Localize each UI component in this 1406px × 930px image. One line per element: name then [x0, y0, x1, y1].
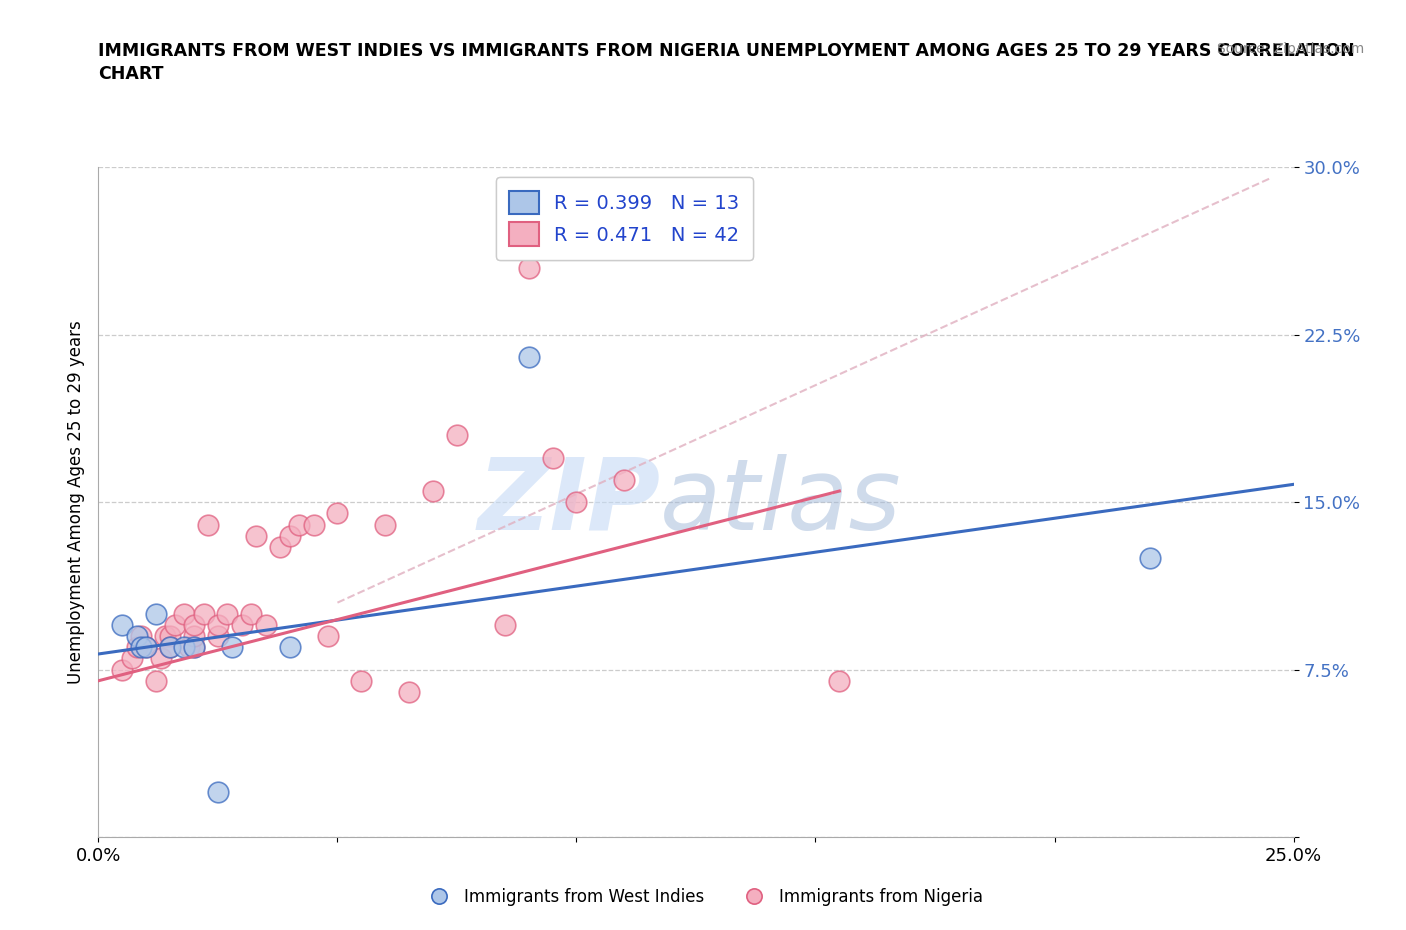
Point: [422, 484, 444, 498]
Point: [278, 640, 301, 655]
Point: [240, 606, 263, 621]
Point: [159, 640, 181, 655]
Point: [183, 618, 205, 632]
Y-axis label: Unemployment Among Ages 25 to 29 years: Unemployment Among Ages 25 to 29 years: [66, 320, 84, 684]
Point: [446, 428, 468, 443]
Point: [302, 517, 325, 532]
Point: [145, 606, 167, 621]
Point: [173, 606, 195, 621]
Text: atlas: atlas: [661, 454, 901, 551]
Legend: R = 0.399   N = 13, R = 0.471   N = 42: R = 0.399 N = 13, R = 0.471 N = 42: [496, 177, 752, 259]
Point: [613, 472, 636, 487]
Point: [207, 785, 229, 800]
Text: IMMIGRANTS FROM WEST INDIES VS IMMIGRANTS FROM NIGERIA UNEMPLOYMENT AMONG AGES 2: IMMIGRANTS FROM WEST INDIES VS IMMIGRANT…: [98, 42, 1355, 60]
Point: [231, 618, 253, 632]
Point: [254, 618, 277, 632]
Point: [135, 640, 157, 655]
Point: [398, 684, 420, 699]
Point: [125, 640, 148, 655]
Point: [541, 450, 564, 465]
Point: [374, 517, 396, 532]
Point: [828, 673, 851, 688]
Text: CHART: CHART: [98, 65, 165, 83]
Point: [207, 629, 229, 644]
Point: [111, 662, 134, 677]
Text: ZIP: ZIP: [477, 454, 661, 551]
Point: [131, 640, 153, 655]
Point: [149, 651, 172, 666]
Point: [135, 640, 157, 655]
Point: [163, 618, 186, 632]
Point: [179, 640, 201, 655]
Point: [159, 640, 181, 655]
Point: [269, 539, 291, 554]
Point: [145, 673, 167, 688]
Point: [245, 528, 267, 543]
Text: Source: ZipAtlas.com: Source: ZipAtlas.com: [1216, 42, 1364, 56]
Point: [111, 618, 134, 632]
Point: [494, 618, 516, 632]
Point: [131, 629, 153, 644]
Point: [288, 517, 311, 532]
Point: [565, 495, 588, 510]
Point: [155, 629, 177, 644]
Point: [125, 629, 148, 644]
Point: [278, 528, 301, 543]
Point: [193, 606, 215, 621]
Point: [350, 673, 373, 688]
Point: [121, 651, 143, 666]
Point: [517, 260, 540, 275]
Point: [326, 506, 349, 521]
Point: [173, 640, 195, 655]
Point: [183, 640, 205, 655]
Point: [159, 629, 181, 644]
Point: [1139, 551, 1161, 565]
Point: [217, 606, 239, 621]
Point: [183, 629, 205, 644]
Point: [197, 517, 219, 532]
Legend: Immigrants from West Indies, Immigrants from Nigeria: Immigrants from West Indies, Immigrants …: [416, 881, 990, 912]
Point: [207, 618, 229, 632]
Point: [221, 640, 243, 655]
Point: [517, 350, 540, 365]
Point: [183, 640, 205, 655]
Point: [316, 629, 339, 644]
